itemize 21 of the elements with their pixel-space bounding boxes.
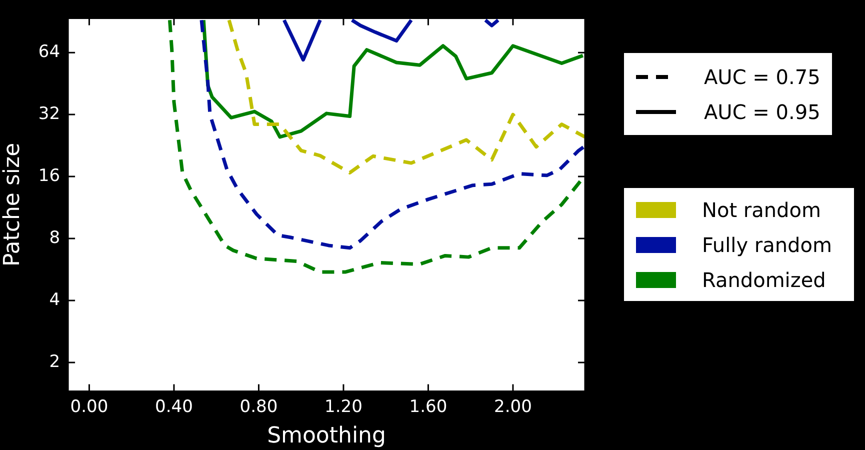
x-axis-title: Smoothing [267, 424, 386, 449]
y-axis-title: Patche size [0, 142, 25, 267]
x-tick-label: 1.20 [324, 396, 362, 417]
x-tick-label: 2.00 [494, 396, 532, 417]
line-series [200, 18, 585, 250]
x-tick-label: 1.60 [409, 396, 448, 417]
text: AUC = 0.75 [704, 64, 820, 88]
x-tick-label: 0.80 [240, 396, 278, 417]
x-tick-label: 0.00 [70, 396, 108, 417]
y-tick-label: 8 [49, 228, 60, 248]
legend-label: Randomized [702, 268, 826, 292]
y-tick-label: 64 [38, 42, 60, 62]
y-tick-label: 2 [49, 352, 60, 372]
y-tick-label: 16 [38, 166, 60, 186]
text: AUC = 0.95 [704, 100, 820, 124]
legend-label: Not random [702, 198, 821, 222]
y-tick-label: 4 [49, 290, 60, 310]
line-series [227, 18, 585, 174]
x-tick-label: 0.40 [155, 396, 193, 417]
y-tick-label: 32 [38, 104, 60, 124]
legend-label: Fully random [702, 232, 832, 256]
